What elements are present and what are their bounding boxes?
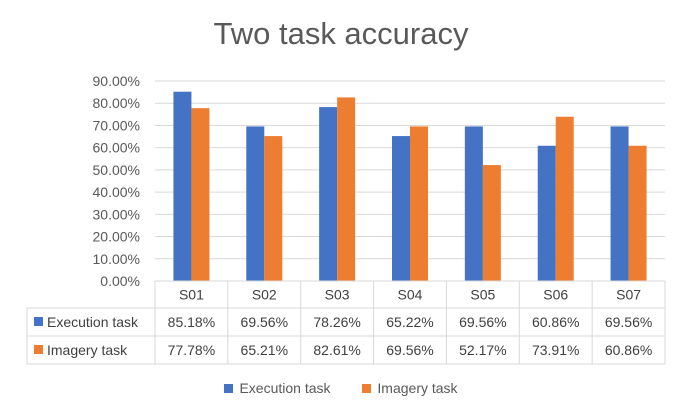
bar-execution-s03 — [319, 107, 338, 281]
table-cell-execution: 69.56% — [605, 314, 652, 330]
category-label: S03 — [325, 287, 350, 303]
table-swatch-imagery — [34, 345, 43, 354]
category-label: S01 — [179, 287, 204, 303]
bar-imagery-s01 — [191, 108, 210, 282]
bar-execution-s02 — [246, 126, 265, 281]
legend-label-execution: Execution task — [239, 380, 331, 396]
bar-execution-s06 — [537, 145, 556, 281]
y-tick-label: 20.00% — [93, 229, 140, 245]
bar-imagery-s05 — [482, 165, 501, 281]
table-cell-execution: 78.26% — [313, 314, 360, 330]
y-tick-label: 0.00% — [100, 273, 140, 289]
legend: Execution task Imagery task — [0, 380, 682, 396]
y-tick-label: 10.00% — [93, 251, 140, 267]
legend-label-imagery: Imagery task — [377, 380, 458, 396]
y-tick-label: 30.00% — [93, 206, 140, 222]
bar-imagery-s02 — [264, 136, 283, 281]
category-label: S02 — [252, 287, 277, 303]
table-cell-imagery: 77.78% — [168, 342, 215, 358]
table-cell-execution: 69.56% — [241, 314, 288, 330]
bars — [173, 91, 647, 282]
data-table: S01 S02 S03 S04 S05 S06 S07 Execution task 85.18… — [26, 280, 666, 365]
table-cell-execution: 69.56% — [459, 314, 506, 330]
y-tick-label: 40.00% — [93, 184, 140, 200]
bar-execution-s07 — [610, 126, 629, 281]
table-row-label-execution: Execution task — [47, 314, 139, 330]
table-cell-execution: 65.22% — [386, 314, 433, 330]
y-tick-label: 90.00% — [93, 73, 140, 89]
table-cell-imagery: 69.56% — [386, 342, 433, 358]
bar-execution-s01 — [173, 91, 192, 281]
table-cell-imagery: 73.91% — [532, 342, 579, 358]
category-label: S05 — [470, 287, 495, 303]
table-swatch-execution — [34, 317, 43, 326]
table-cell-execution: 85.18% — [168, 314, 215, 330]
y-tick-label: 60.00% — [93, 140, 140, 156]
bar-imagery-s04 — [410, 126, 428, 281]
category-label: S04 — [398, 287, 423, 303]
y-axis-tick-labels: 0.00% 10.00% 20.00% 30.00% 40.00% 50.00% 60.00… — [93, 73, 140, 289]
category-label: S07 — [616, 287, 641, 303]
legend-swatch-execution — [224, 384, 234, 393]
table-cell-imagery: 60.86% — [605, 342, 652, 358]
bar-imagery-s03 — [337, 97, 356, 281]
legend-item-execution: Execution task — [224, 380, 331, 396]
table-cell-imagery: 52.17% — [459, 342, 506, 358]
legend-swatch-imagery — [362, 384, 372, 393]
bar-imagery-s06 — [555, 116, 574, 281]
bar-execution-s05 — [464, 126, 483, 281]
table-cell-execution: 60.86% — [532, 314, 579, 330]
table-row-label-imagery: Imagery task — [47, 342, 128, 358]
chart-title: Two task accuracy — [213, 16, 469, 51]
y-tick-label: 80.00% — [93, 95, 140, 111]
y-tick-label: 50.00% — [93, 162, 140, 178]
legend-item-imagery: Imagery task — [362, 380, 458, 396]
category-label: S06 — [543, 287, 568, 303]
y-tick-label: 70.00% — [93, 117, 140, 133]
bar-imagery-s07 — [628, 145, 647, 281]
table-cell-imagery: 82.61% — [313, 342, 360, 358]
bar-execution-s04 — [392, 136, 410, 281]
table-cell-imagery: 65.21% — [241, 342, 288, 358]
